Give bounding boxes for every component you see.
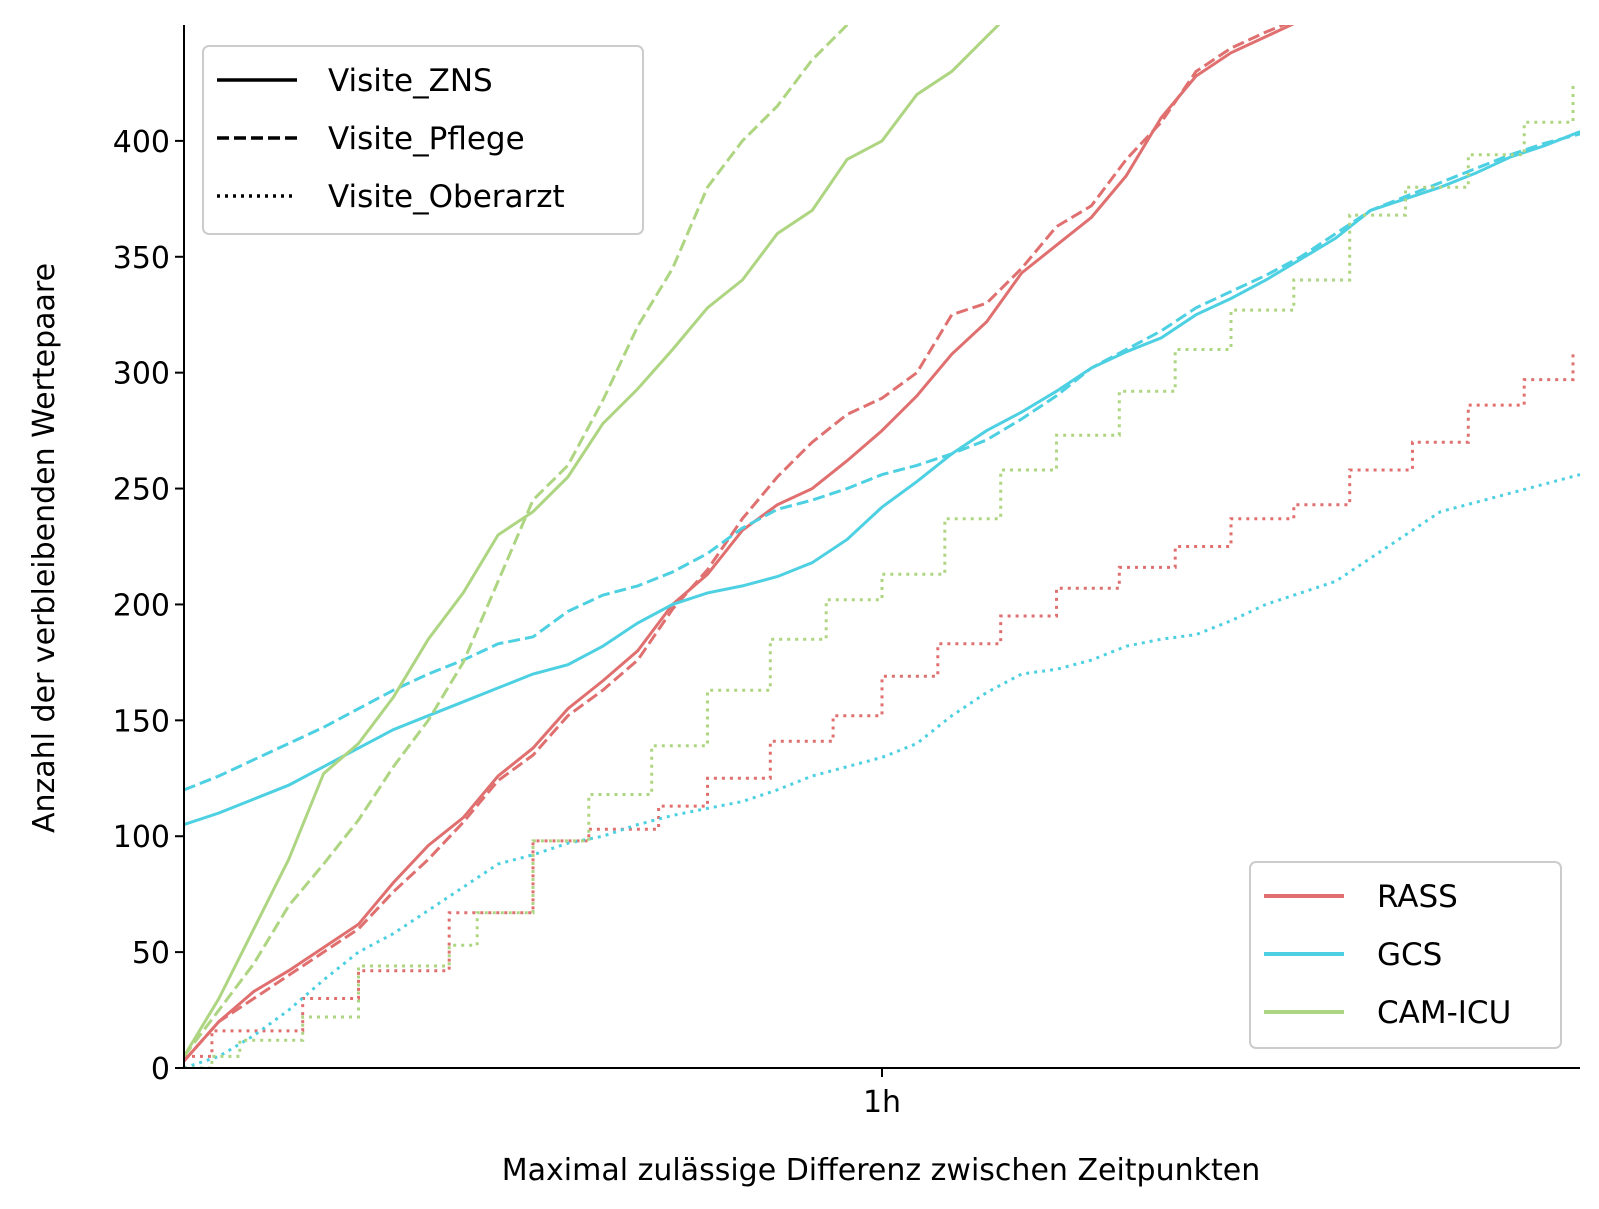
series-line-cam-icu-visite-pflege [184,25,850,1058]
x-tick-label: 1h [863,1085,901,1120]
legend-label: Visite_Pflege [328,121,525,157]
series-line-cam-icu-visite-zns [184,25,1001,1058]
y-tick-label: 150 [113,704,170,739]
y-tick-label: 50 [132,936,170,971]
y-tick-label: 300 [113,357,170,392]
y-tick-label: 400 [113,125,170,160]
x-axis-label: Maximal zulässige Differenz zwischen Zei… [502,1153,1260,1188]
x-ticks: 1h [863,1068,901,1120]
y-tick-label: 100 [113,820,170,855]
legend-label: Visite_Oberarzt [328,179,565,215]
y-tick-label: 250 [113,473,170,508]
legend-label: CAM-ICU [1377,995,1511,1031]
series-line-gcs-visite-zns [184,130,1580,827]
series-line-cam-icu-visite-oberarzt [184,82,1575,1068]
legend-scores: RASS GCS CAM-ICU [1249,861,1562,1049]
y-ticks: 0 50 100 150 200 250 300 350 400 [113,125,184,1087]
series-line-rass-visite-pflege [184,25,1288,1062]
y-tick-label: 200 [113,588,170,623]
y-tick-label: 0 [151,1052,170,1087]
legend-styles-frame [202,45,644,235]
legend-label: Visite_ZNS [328,63,493,99]
series-line-gcs-visite-pflege [184,132,1580,792]
y-tick-label: 350 [113,241,170,276]
legend-styles: Visite_ZNS Visite_Pflege Visite_Oberarzt [202,45,644,235]
y-axis-label: Anzahl der verbleibenden Wertepaare [27,263,62,833]
series-line-gcs-visite-oberarzt [184,473,1580,1068]
legend-label: GCS [1377,937,1442,973]
legend-scores-frame [1249,861,1562,1049]
plot-lines [184,25,1580,1068]
legend-label: RASS [1377,879,1458,915]
